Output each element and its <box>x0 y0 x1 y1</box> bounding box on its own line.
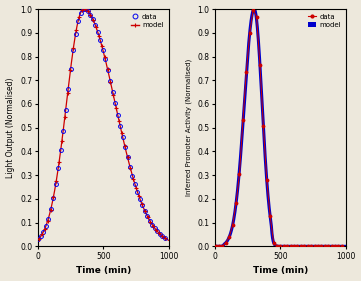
Legend: data, model: data, model <box>307 13 342 30</box>
Y-axis label: Inferred Promoter Activity (Normalised): Inferred Promoter Activity (Normalised) <box>185 59 192 196</box>
Legend: data, model: data, model <box>130 13 165 30</box>
X-axis label: Time (min): Time (min) <box>75 266 131 275</box>
Y-axis label: Light Output (Normalised): Light Output (Normalised) <box>5 78 14 178</box>
X-axis label: Time (min): Time (min) <box>253 266 308 275</box>
